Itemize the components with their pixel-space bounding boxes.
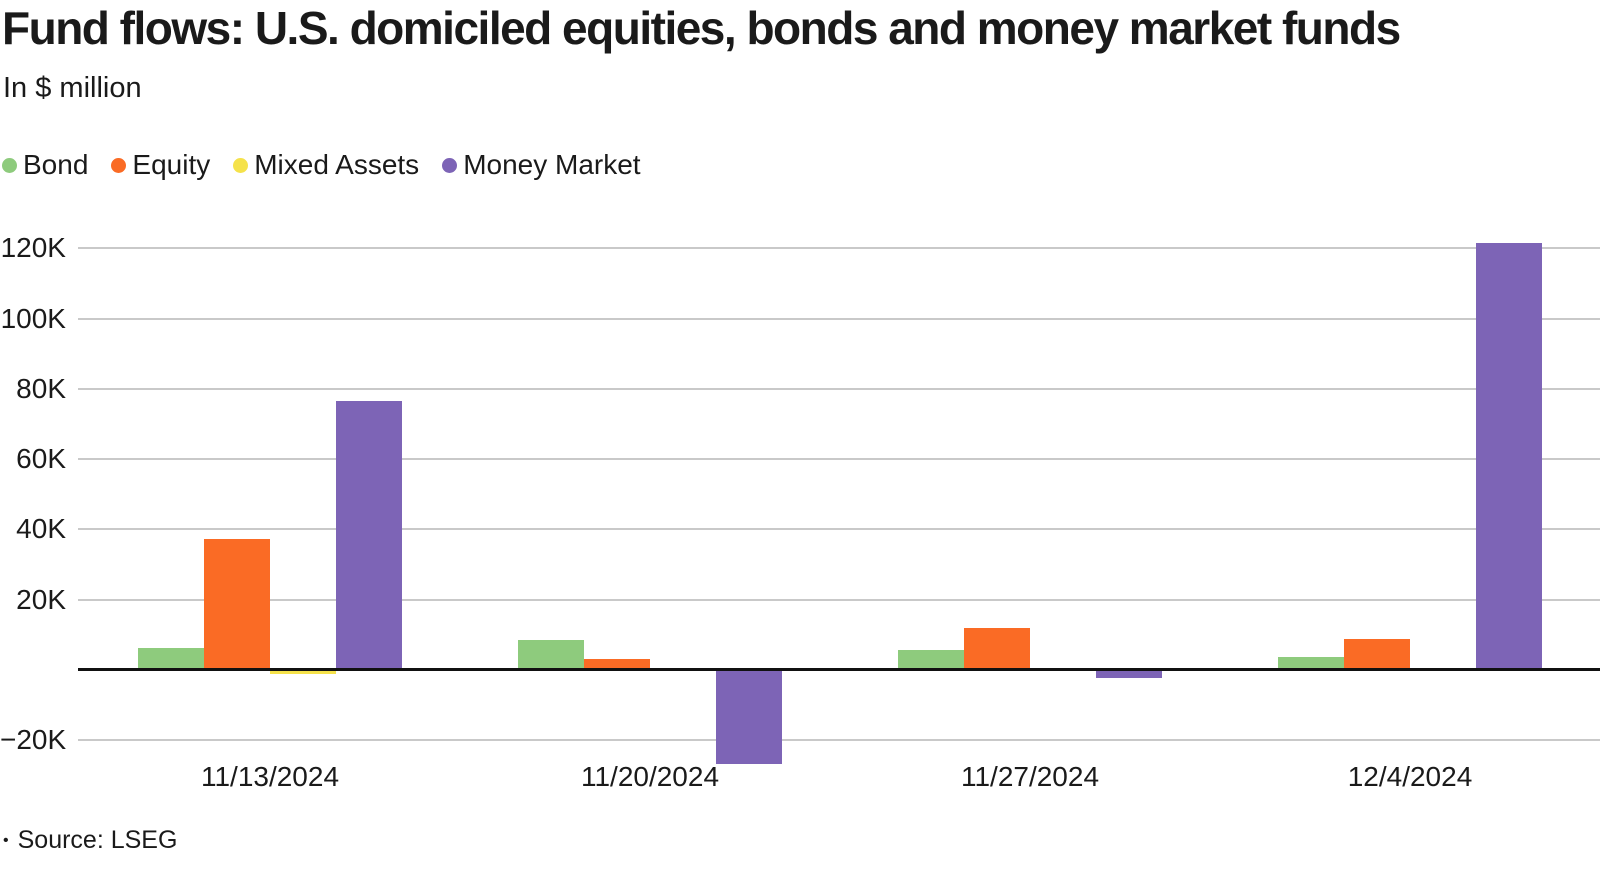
y-axis-tick-label: 40K — [16, 513, 66, 545]
legend-color-dot-icon — [2, 157, 17, 173]
chart-title: Fund flows: U.S. domiciled equities, bon… — [2, 2, 1401, 54]
gridline-20K — [78, 598, 1600, 601]
gridline-100K — [78, 317, 1600, 320]
gridline-80K — [78, 387, 1600, 390]
bar-equity-11/27/2024[interactable] — [964, 628, 1030, 670]
y-axis-tick-label: 80K — [16, 372, 66, 404]
legend-label: Mixed Assets — [254, 149, 420, 180]
y-axis-tick-label: 120K — [0, 232, 66, 264]
bar-money-market-11/13/2024[interactable] — [336, 400, 402, 670]
gridline-40K — [78, 528, 1600, 531]
bar-money-market-12/4/2024[interactable] — [1476, 242, 1542, 670]
bar-bond-11/13/2024[interactable] — [138, 648, 204, 670]
x-axis-tick-label: 11/27/2024 — [960, 761, 1100, 792]
gridline-60K — [78, 458, 1600, 461]
legend-label: Equity — [132, 149, 211, 180]
legend-label: Money Market — [463, 149, 641, 180]
bar-bond-12/4/2024[interactable] — [1278, 656, 1344, 670]
chart-subtitle: In $ million — [3, 72, 142, 104]
y-axis-tick-label: 20K — [16, 583, 66, 615]
bar-equity-11/20/2024[interactable] — [584, 659, 650, 670]
bar-money-market-11/27/2024[interactable] — [1096, 671, 1162, 678]
gridline-120K — [78, 247, 1600, 250]
zero-axis-line — [78, 668, 1600, 671]
legend-color-dot-icon — [233, 157, 249, 173]
y-axis-tick-label: 100K — [0, 302, 66, 334]
bar-mixed-assets-11/13/2024[interactable] — [270, 671, 336, 674]
bar-money-market-11/20/2024[interactable] — [716, 671, 782, 765]
bar-bond-11/20/2024[interactable] — [518, 640, 584, 670]
legend-label: Bond — [23, 149, 89, 180]
gridline-−20K — [78, 739, 1600, 742]
bar-equity-11/13/2024[interactable] — [204, 538, 270, 670]
chart-legend: Bond Equity Mixed Assets Money Market — [2, 150, 641, 180]
x-axis-tick-label: 11/13/2024 — [200, 761, 340, 792]
legend-color-dot-icon — [442, 157, 458, 173]
y-axis-tick-label: 60K — [16, 443, 66, 475]
legend-item-equity[interactable]: Equity — [111, 150, 210, 180]
x-axis-tick-label: 11/20/2024 — [580, 761, 720, 792]
x-axis-tick-label: 12/4/2024 — [1347, 761, 1473, 792]
bar-bond-11/27/2024[interactable] — [898, 649, 964, 670]
source-bullet-icon: • — [3, 831, 9, 849]
legend-item-bond[interactable]: Bond — [2, 150, 88, 180]
legend-color-dot-icon — [111, 157, 127, 173]
source-note: • Source: LSEG — [3, 826, 177, 855]
source-text: Source: LSEG — [17, 826, 178, 854]
y-axis-tick-label: −20K — [0, 724, 67, 756]
legend-item-mixed-assets[interactable]: Mixed Assets — [233, 150, 419, 180]
bar-equity-12/4/2024[interactable] — [1344, 639, 1410, 670]
legend-item-money-market[interactable]: Money Market — [442, 149, 641, 180]
